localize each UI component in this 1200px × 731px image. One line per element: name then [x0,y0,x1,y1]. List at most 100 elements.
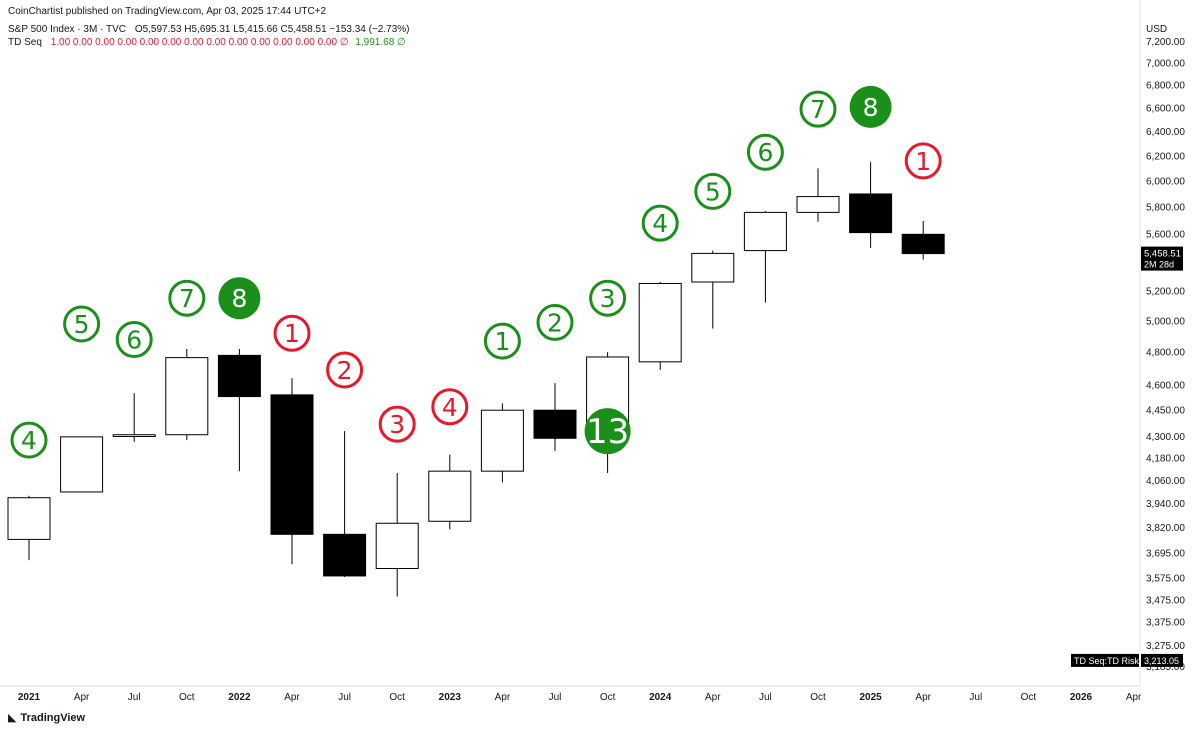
time-tick-label: 2023 [439,692,462,703]
candle-body [375,522,419,569]
candle[interactable] [217,348,261,472]
time-tick-label: Apr [495,692,511,703]
candle[interactable] [901,221,945,260]
candle[interactable] [7,495,51,561]
price-tick-label: 6,000.00 [1146,177,1185,188]
td-risk-value-bg [1141,653,1183,667]
price-tick-label: 3,820.00 [1146,523,1185,534]
candle-body [165,357,209,436]
price-tick-label: 5,800.00 [1146,203,1185,214]
td-count-marker: 4 [641,204,679,242]
td-risk-value: 3,213.05 [1144,656,1179,666]
time-tick-label: 2021 [18,692,41,703]
time-tick-label: Oct [1021,692,1037,703]
td-count-ring [10,421,48,459]
td-count-number: 2 [337,356,353,385]
time-tick-label: Jul [338,692,351,703]
td-count-number: 6 [126,325,142,354]
td-count-ring [431,388,469,426]
time-tick-label: Apr [705,692,721,703]
candle-body [901,233,945,255]
td-count-number: 4 [21,426,37,455]
candle[interactable] [60,436,104,493]
td-risk-label[interactable]: TD Seq:TD Risk 3,213.05 [1071,653,1183,667]
candle[interactable] [428,454,472,530]
td-count-marker: 4 [10,421,48,459]
price-axis[interactable]: 7,200.00 7,000.00 6,800.00 6,600.00 6,400.00… [1146,37,1185,673]
candle[interactable] [480,403,524,483]
time-tick-label: Jul [549,692,562,703]
symbol-name: S&P 500 Index · 3M · TVC [8,24,127,35]
price-label-value: 5,458.51 [1144,249,1181,260]
candles-layer [7,162,945,597]
price-tick-label: 3,475.00 [1146,595,1185,606]
ohlc-values: O5,597.53 H5,695.31 L5,415.66 C5,458.51 … [134,24,410,35]
symbol-legend[interactable]: S&P 500 Index · 3M · TVC O5,597.53 H5,69… [8,24,409,35]
candle[interactable] [796,168,840,222]
td-count-number: 8 [863,93,879,122]
td-count-ring [63,305,101,343]
candle[interactable] [691,250,735,329]
tradingview-logo-icon: ◣ [8,712,17,724]
price-tick-label: 3,575.00 [1146,574,1185,585]
time-tick-label: Oct [179,692,195,703]
price-tick-label: 4,060.00 [1146,476,1185,487]
td-count-marker: 1 [273,314,311,352]
candle[interactable] [323,431,367,578]
time-tick-label: 2022 [228,692,251,703]
td-count-marker: 2 [326,351,364,389]
td-count-number: 5 [74,310,90,339]
td-seq-legend[interactable]: TD Seq 1.00 0.00 0.00 0.00 0.00 0.00 0.0… [8,37,406,48]
candle[interactable] [112,393,156,442]
brand-name: TradingView [20,711,86,724]
candle-body [691,252,735,283]
td-count-ring [904,142,942,180]
price-tick-label: 3,375.00 [1146,618,1185,629]
time-tick-label: Oct [389,692,405,703]
td-count-marker: 13 [584,408,631,455]
price-tick-label: 5,000.00 [1146,316,1185,327]
time-tick-label: Apr [284,692,300,703]
price-tick-label: 6,600.00 [1146,104,1185,115]
time-axis[interactable]: 2021 Apr Jul Oct 2022 Apr Jul Oct 2023 Apr Jul Oct 2… [18,692,1142,703]
candle-body [428,470,472,522]
td-count-ring [273,314,311,352]
time-tick-label: 2025 [859,692,882,703]
td-count-marker: 4 [431,388,469,426]
candle[interactable] [638,282,682,370]
td-count-marker: 1 [904,142,942,180]
candle[interactable] [533,383,577,451]
candle[interactable] [375,473,419,597]
td-count-ring [168,279,206,317]
td-count-marker: 7 [168,279,206,317]
td-count-marker: 5 [63,305,101,343]
time-tick-label: 2026 [1070,692,1093,703]
candle[interactable] [270,378,314,565]
time-tick-label: 2024 [649,692,672,703]
candle-body [112,434,156,438]
td-count-number: 7 [179,284,195,313]
time-tick-label: Oct [810,692,826,703]
candle[interactable] [849,162,893,248]
td-count-disc [584,408,631,455]
td-count-ring [536,303,574,341]
td-count-marker: 2 [536,303,574,341]
td-count-number: 6 [757,138,773,167]
candle-body [270,394,314,535]
td-count-disc [849,85,892,128]
td-risk-name: TD Seq:TD Risk [1074,656,1140,666]
price-tick-label: 3,940.00 [1146,499,1185,510]
td-count-number: 2 [547,308,563,337]
candle[interactable] [165,348,209,441]
candle-body [480,409,524,472]
td-count-marker: 8 [849,85,892,128]
td-count-ring [326,351,364,389]
td-count-ring [641,204,679,242]
tradingview-brand[interactable]: ◣ TradingView [8,711,86,725]
td-count-ring [799,90,837,128]
candle[interactable] [743,211,787,303]
candle-body [60,436,104,493]
